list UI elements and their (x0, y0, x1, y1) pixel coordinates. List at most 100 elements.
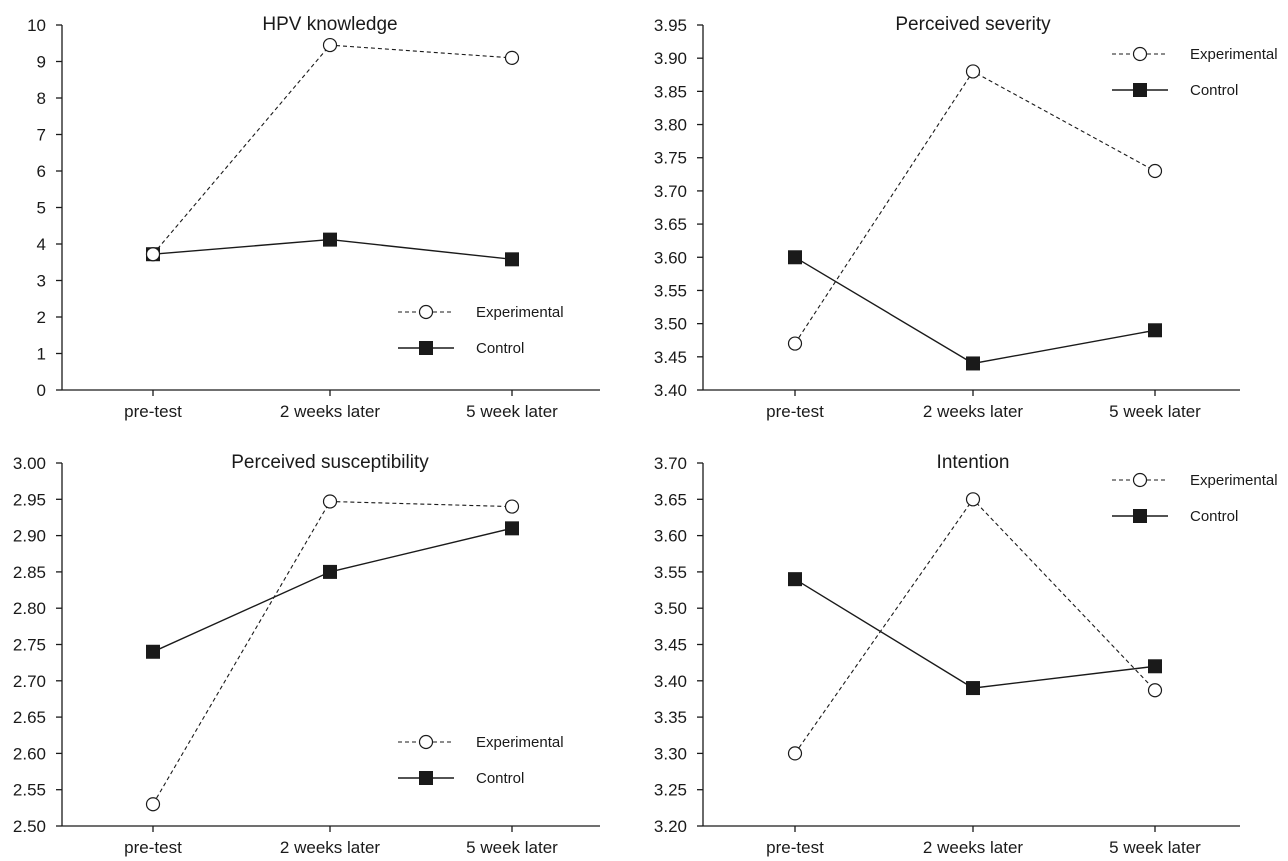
y-tick-label: 2.55 (13, 781, 46, 800)
chart-title: Intention (937, 452, 1010, 473)
y-tick-label: 3.40 (654, 381, 687, 400)
x-tick-label: pre-test (766, 402, 824, 421)
chart-panel-3: Perceived susceptibility 2.50 2.55 2.60 2.65… (13, 452, 600, 857)
y-tick-label: 3.70 (654, 182, 687, 201)
y-tick-label: 2.85 (13, 563, 46, 582)
legend-label: Experimental (1190, 46, 1278, 63)
y-tick-label: 3.20 (654, 817, 687, 836)
y-tick-label: 4 (37, 235, 46, 254)
control-point (323, 564, 337, 579)
chart-title: Perceived susceptibility (231, 452, 429, 473)
control-point (966, 681, 980, 696)
y-tick-label: 2.95 (13, 490, 46, 509)
experimental-point (145, 797, 161, 812)
legend-label: Control (1190, 82, 1238, 99)
experimental-point (1147, 683, 1163, 698)
y-tick-label: 2 (37, 308, 46, 327)
legend-label: Control (476, 770, 524, 787)
y-tick-label: 3.70 (654, 454, 687, 473)
chart-title: Perceived severity (895, 14, 1051, 35)
y-tick-label: 3.00 (13, 454, 46, 473)
experimental-point (965, 64, 981, 79)
y-tick-label: 2.75 (13, 636, 46, 655)
y-tick-label: 2.90 (13, 527, 46, 546)
y-tick-label: 2.60 (13, 744, 46, 763)
legend-square-icon (419, 771, 433, 785)
y-tick-label: 3.45 (654, 348, 687, 367)
legend: Experimental Control (1112, 46, 1278, 99)
control-point (323, 232, 337, 247)
y-tick-label: 3 (37, 272, 46, 291)
legend-circle-icon (1132, 472, 1148, 488)
y-tick-label: 7 (37, 126, 46, 145)
legend-square-icon (419, 341, 433, 355)
legend-label: Control (1190, 508, 1238, 525)
x-tick-label: pre-test (124, 402, 182, 421)
legend-square-icon (1133, 83, 1147, 97)
y-tick-label: 3.55 (654, 281, 687, 300)
y-tick-label: 3.50 (654, 599, 687, 618)
experimental-point (787, 746, 803, 761)
legend-circle-icon (418, 304, 434, 320)
experimental-series-line (152, 500, 513, 805)
control-point (788, 572, 802, 587)
y-tick-label: 3.95 (654, 16, 687, 35)
y-tick-label: 3.80 (654, 116, 687, 135)
y-tick-label: 3.85 (654, 82, 687, 101)
experimental-series-line (152, 44, 513, 255)
y-tick-label: 3.65 (654, 490, 687, 509)
y-tick-label: 6 (37, 162, 46, 181)
experimental-point (965, 492, 981, 507)
y-tick-label: 2.70 (13, 672, 46, 691)
legend-circle-icon (418, 734, 434, 750)
control-point (505, 252, 519, 267)
experimental-point (145, 247, 161, 262)
legend-label: Experimental (476, 734, 564, 751)
x-tick-label: 5 week later (466, 838, 558, 857)
y-tick-label: 9 (37, 53, 46, 72)
y-tick-label: 3.30 (654, 744, 687, 763)
experimental-point (322, 494, 338, 509)
experimental-series-line (794, 70, 1156, 344)
y-tick-label: 3.35 (654, 708, 687, 727)
control-point (788, 250, 802, 265)
x-tick-label: 5 week later (1109, 838, 1201, 857)
y-tick-label: 3.25 (654, 781, 687, 800)
chart-panel-2: Perceived severity 3.40 3.45 3.50 3.55 3.60 3.… (654, 14, 1278, 421)
x-tick-label: 2 weeks later (923, 838, 1023, 857)
legend: Experimental Control (1112, 472, 1278, 525)
y-tick-label: 0 (37, 381, 46, 400)
x-tick-label: 2 weeks later (280, 838, 380, 857)
x-tick-label: pre-test (766, 838, 824, 857)
chart-title: HPV knowledge (262, 14, 397, 35)
experimental-point (322, 37, 338, 53)
chart-panel-4: Intention 3.20 3.25 3.30 3.35 3.40 3.45 3.50 3.5… (654, 452, 1278, 857)
y-tick-label: 3.75 (654, 149, 687, 168)
y-tick-label: 2.80 (13, 599, 46, 618)
legend: Experimental Control (398, 304, 564, 357)
experimental-point (787, 336, 803, 351)
y-tick-label: 3.45 (654, 636, 687, 655)
y-tick-label: 3.65 (654, 215, 687, 234)
control-point (966, 356, 980, 371)
y-tick-label: 10 (27, 16, 46, 35)
legend-circle-icon (1132, 46, 1148, 62)
experimental-point (504, 50, 520, 65)
legend-label: Experimental (476, 304, 564, 321)
y-tick-label: 3.55 (654, 563, 687, 582)
y-tick-label: 3.90 (654, 49, 687, 68)
control-point (505, 521, 519, 536)
y-tick-label: 3.50 (654, 315, 687, 334)
y-tick-label: 3.60 (654, 248, 687, 267)
y-tick-label: 1 (37, 345, 46, 364)
y-tick-label: 5 (37, 199, 46, 218)
y-tick-label: 2.65 (13, 708, 46, 727)
control-point (146, 644, 160, 659)
control-series-line (152, 527, 513, 653)
control-point (1148, 659, 1162, 674)
legend-label: Control (476, 340, 524, 357)
control-series-line (794, 256, 1156, 365)
x-tick-label: 2 weeks later (280, 402, 380, 421)
legend: Experimental Control (398, 734, 564, 787)
